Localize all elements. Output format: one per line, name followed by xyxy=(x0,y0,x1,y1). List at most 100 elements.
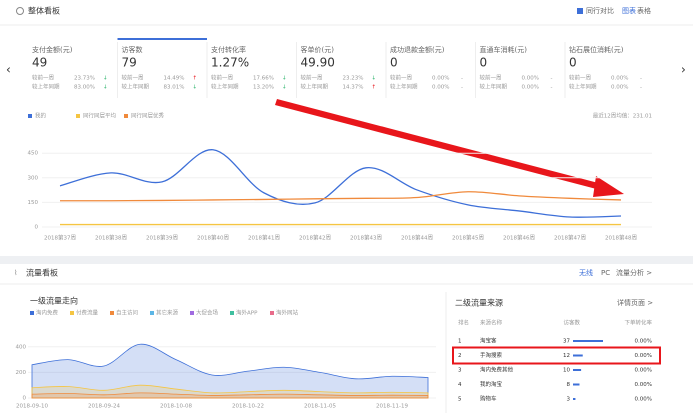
view-chart[interactable]: 图表 xyxy=(622,6,636,15)
compare-label: 较前一周 xyxy=(122,74,144,82)
legend-swatch xyxy=(124,114,128,118)
table-cell: 手淘搜索 xyxy=(480,351,503,359)
compare-change: 0.00% xyxy=(611,76,628,82)
legend-swatch xyxy=(30,311,34,315)
next-arrow[interactable]: › xyxy=(681,63,686,77)
x-tick-label: 2018第47周 xyxy=(554,234,586,242)
visitor-bar xyxy=(573,340,603,342)
trend-icon: - xyxy=(551,76,553,82)
x-tick-label: 2018第45周 xyxy=(452,234,484,242)
column-header: 访客数 xyxy=(563,319,580,327)
table-cell: 10 xyxy=(563,368,570,374)
panel-icon xyxy=(16,7,24,15)
trend-icon: ↓ xyxy=(372,75,377,82)
y-tick-label: 0 xyxy=(23,396,27,402)
compare-label: 较前一周 xyxy=(390,74,412,82)
y-tick-label: 300 xyxy=(28,175,39,181)
metric-label: 直通车消耗(元) xyxy=(480,45,528,54)
table-cell: 4 xyxy=(458,382,462,388)
x-tick-label: 2018第46周 xyxy=(503,234,535,242)
metric-value: 0 xyxy=(569,56,577,70)
trend-icon: - xyxy=(461,76,463,82)
y-tick-label: 400 xyxy=(16,344,27,350)
compare-label: 较前一周 xyxy=(32,74,54,82)
table-cell: 0.00% xyxy=(635,353,652,359)
compare-label: 较上年同期 xyxy=(301,83,329,91)
legend-label: 大促会场 xyxy=(196,309,219,317)
x-tick-label: 2018第43周 xyxy=(350,234,382,242)
sources-title: 二级流量来源 xyxy=(455,298,503,308)
trend-icon: ↑ xyxy=(193,75,198,82)
trend-icon: ↑ xyxy=(372,84,377,91)
table-cell: 购物车 xyxy=(480,395,497,403)
x-tick-label: 2018第41周 xyxy=(248,234,280,242)
compare-label: 较前一周 xyxy=(301,74,323,82)
table-cell: 5 xyxy=(458,397,462,403)
prev-arrow[interactable]: ‹ xyxy=(6,63,11,77)
x-tick-label: 2018-09-10 xyxy=(16,404,48,410)
compare-checkbox[interactable] xyxy=(577,8,583,14)
traffic-link[interactable]: 流量分析 > xyxy=(616,268,652,277)
compare-change: 14.37% xyxy=(343,85,364,91)
compare-change: 0.00% xyxy=(432,76,449,82)
compare-change: 83.00% xyxy=(74,85,95,91)
highlight-box xyxy=(452,346,661,365)
metric-label: 钻石展位消耗(元) xyxy=(569,45,624,54)
x-tick-label: 2018第39周 xyxy=(146,234,178,242)
table-cell: 3 xyxy=(458,368,462,374)
overview-panel xyxy=(0,0,693,256)
table-cell: 12 xyxy=(563,353,570,359)
area-series xyxy=(31,343,429,399)
compare-label[interactable]: 同行对比 xyxy=(586,6,614,15)
area-title: 一级流量走向 xyxy=(30,296,78,306)
x-tick-label: 2018第37周 xyxy=(44,234,76,242)
compare-change: 0.00% xyxy=(522,76,539,82)
trend-icon: - xyxy=(461,85,463,91)
compare-change: 14.49% xyxy=(164,76,185,82)
table-cell: 0.00% xyxy=(635,382,652,388)
legend-label: 同行同层平均 xyxy=(83,112,117,120)
legend-swatch xyxy=(150,311,154,315)
metric-value: 49 xyxy=(32,56,47,70)
x-tick-label: 2018第38周 xyxy=(95,234,127,242)
tab-wireless[interactable]: 无线 xyxy=(579,268,593,277)
visitor-bar xyxy=(573,383,580,386)
legend-label: 淘内免费 xyxy=(36,309,59,317)
x-tick-label: 2018第48周 xyxy=(605,234,637,242)
compare-label: 较上年同期 xyxy=(569,83,597,91)
line-series xyxy=(59,149,622,218)
table-cell: 0.00% xyxy=(635,397,652,403)
metric-label: 客单价(元) xyxy=(301,45,335,54)
y-tick-label: 200 xyxy=(16,370,27,376)
chart-note: 最近12周均值：231.01 xyxy=(593,112,652,120)
compare-change: 0.00% xyxy=(522,85,539,91)
compare-label: 较上年同期 xyxy=(122,83,150,91)
compare-label: 较前一周 xyxy=(569,74,591,82)
compare-change: 17.66% xyxy=(253,76,274,82)
metric-value: 0 xyxy=(480,56,488,70)
visitor-bar xyxy=(573,398,576,400)
legend-swatch xyxy=(76,114,80,118)
table-cell: 2 xyxy=(458,353,462,359)
legend-label: 其它来源 xyxy=(156,309,179,317)
legend-label: 自主访问 xyxy=(116,309,138,317)
view-table[interactable]: 表格 xyxy=(637,6,651,15)
compare-change: 23.73% xyxy=(74,76,95,82)
compare-change: 23.23% xyxy=(343,76,364,82)
legend-swatch xyxy=(190,311,194,315)
x-tick-label: 2018-11-05 xyxy=(304,404,336,410)
legend-swatch xyxy=(28,114,32,118)
sources-link[interactable]: 详情页面 > xyxy=(617,298,653,307)
legend-label: 我的 xyxy=(35,112,47,120)
column-header: 下单转化率 xyxy=(624,319,652,327)
y-tick-label: 0 xyxy=(35,225,39,231)
legend-label: 淘外网站 xyxy=(276,309,299,317)
x-tick-label: 2018第42周 xyxy=(299,234,331,242)
tab-pc[interactable]: PC xyxy=(601,269,610,277)
metric-label: 支付金额(元) xyxy=(32,45,73,54)
legend-label: 付费流量 xyxy=(76,309,99,317)
metric-label: 支付转化率 xyxy=(211,45,246,54)
x-tick-label: 2018-10-08 xyxy=(160,404,192,410)
legend-swatch xyxy=(110,311,114,315)
trend-icon: ↓ xyxy=(103,84,108,91)
